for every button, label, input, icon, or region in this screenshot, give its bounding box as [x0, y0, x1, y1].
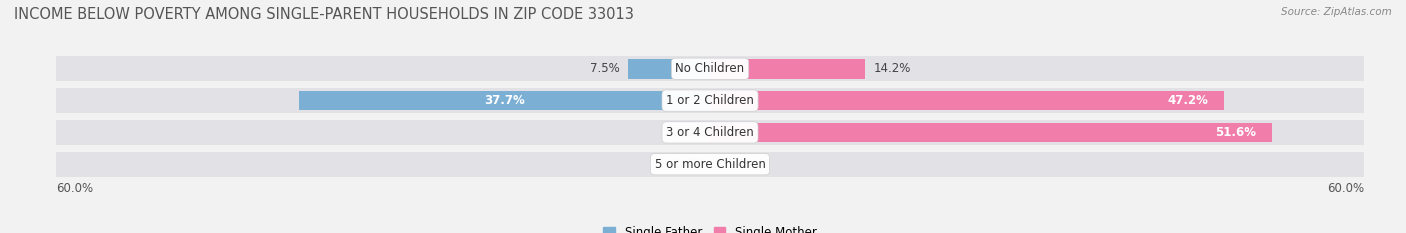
Text: INCOME BELOW POVERTY AMONG SINGLE-PARENT HOUSEHOLDS IN ZIP CODE 33013: INCOME BELOW POVERTY AMONG SINGLE-PARENT…: [14, 7, 634, 22]
Text: 3 or 4 Children: 3 or 4 Children: [666, 126, 754, 139]
Bar: [710, 59, 865, 79]
Text: 0.0%: 0.0%: [716, 158, 745, 171]
Bar: [56, 120, 710, 145]
Bar: [56, 152, 710, 177]
Text: 47.2%: 47.2%: [1167, 94, 1208, 107]
Bar: [710, 152, 1364, 177]
Bar: [56, 56, 710, 81]
Bar: [628, 59, 710, 79]
Text: 7.5%: 7.5%: [591, 62, 620, 75]
Bar: [56, 88, 710, 113]
Text: 60.0%: 60.0%: [56, 182, 93, 195]
Text: 0.0%: 0.0%: [675, 158, 704, 171]
Bar: [710, 123, 1272, 142]
Bar: [710, 120, 1364, 145]
Bar: [299, 91, 710, 110]
Text: No Children: No Children: [675, 62, 745, 75]
Bar: [710, 88, 1364, 113]
Text: 60.0%: 60.0%: [1327, 182, 1364, 195]
Text: 14.2%: 14.2%: [873, 62, 911, 75]
Text: 1 or 2 Children: 1 or 2 Children: [666, 94, 754, 107]
Text: 37.7%: 37.7%: [484, 94, 524, 107]
Text: 51.6%: 51.6%: [1215, 126, 1256, 139]
Text: 0.0%: 0.0%: [675, 126, 704, 139]
Bar: [710, 91, 1225, 110]
Bar: [710, 56, 1364, 81]
Legend: Single Father, Single Mother: Single Father, Single Mother: [599, 221, 821, 233]
Text: 5 or more Children: 5 or more Children: [655, 158, 765, 171]
Text: Source: ZipAtlas.com: Source: ZipAtlas.com: [1281, 7, 1392, 17]
